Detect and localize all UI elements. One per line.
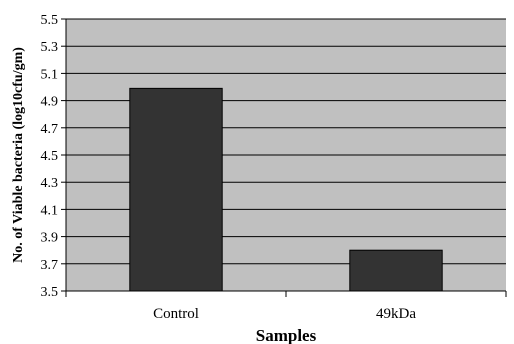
bar-control [129, 87, 223, 292]
y-tick-label: 5.3 [41, 40, 59, 55]
y-tick-labels: 3.5 3.7 3.9 4.1 4.3 4.5 4.7 4.9 5.1 5.3 5.5 [41, 13, 59, 300]
x-tick-label: 49kDa [376, 306, 416, 322]
y-tick-label: 3.7 [41, 258, 59, 273]
y-axis-label: No. of Viable bacteria (log10cfu/gm) [11, 47, 26, 263]
x-tick-labels: Control 49kDa [153, 306, 416, 322]
y-tick-label: 4.5 [41, 149, 59, 164]
y-tick-label: 4.3 [41, 176, 59, 191]
x-tick-label: Control [153, 306, 199, 322]
y-tick-label: 3.9 [41, 231, 59, 246]
y-tick-label: 3.5 [41, 285, 59, 300]
bars [129, 87, 443, 292]
bar-49kda [349, 249, 443, 292]
x-axis-label: Samples [256, 326, 317, 344]
y-tick-label: 4.1 [41, 203, 59, 218]
y-tick-label: 4.9 [41, 95, 59, 110]
y-tick-label: 5.5 [41, 13, 59, 28]
y-tick-label: 5.1 [41, 67, 59, 82]
y-tick-label: 4.7 [41, 122, 59, 137]
axes [61, 18, 507, 297]
